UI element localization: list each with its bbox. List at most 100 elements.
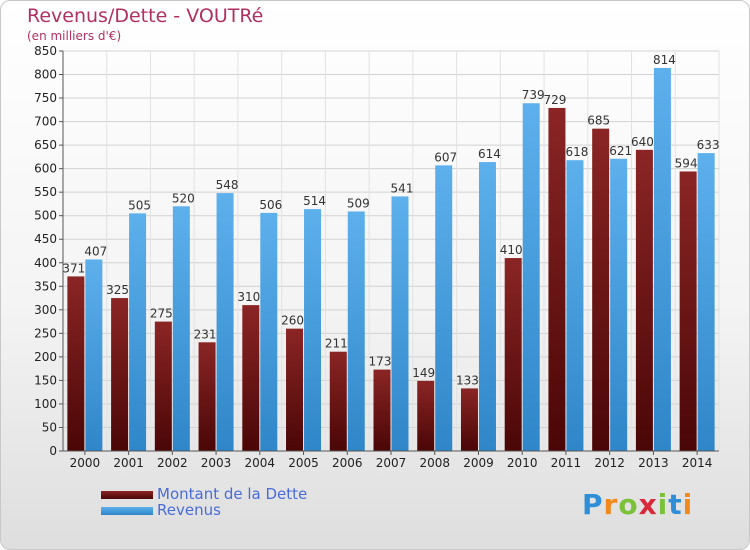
y-tick-label: 50 bbox=[42, 420, 57, 434]
data-label-revenue: 520 bbox=[172, 191, 195, 205]
x-tick-label: 2007 bbox=[376, 456, 407, 470]
logo-letter: i bbox=[657, 488, 669, 521]
y-tick-label: 550 bbox=[34, 185, 57, 199]
data-label-debt: 275 bbox=[150, 307, 173, 321]
legend-label-debt: Montant de la Dette bbox=[157, 485, 308, 503]
bar-revenue bbox=[172, 206, 190, 451]
data-label-revenue: 509 bbox=[347, 196, 370, 210]
data-label-debt: 260 bbox=[281, 314, 304, 328]
logo-letter: i bbox=[682, 488, 694, 521]
data-label-debt: 410 bbox=[500, 243, 523, 257]
x-tick-label: 2008 bbox=[419, 456, 450, 470]
bar-debt bbox=[373, 369, 391, 451]
bar-revenue bbox=[653, 67, 671, 452]
logo-letter: o bbox=[618, 488, 639, 521]
bar-debt bbox=[635, 149, 653, 451]
y-tick-label: 200 bbox=[34, 350, 57, 364]
data-label-debt: 211 bbox=[325, 337, 348, 351]
y-tick-label: 350 bbox=[34, 279, 57, 293]
y-tick-label: 100 bbox=[34, 397, 57, 411]
data-label-revenue: 621 bbox=[609, 144, 632, 158]
data-label-revenue: 607 bbox=[434, 150, 457, 164]
bar-debt bbox=[198, 342, 216, 451]
legend-label-revenue: Revenus bbox=[157, 501, 221, 519]
x-tick-label: 2011 bbox=[551, 456, 582, 470]
x-tick-label: 2009 bbox=[463, 456, 494, 470]
chart-subtitle: (en milliers d'€) bbox=[27, 29, 122, 43]
bar-revenue bbox=[347, 211, 365, 451]
bar-revenue bbox=[85, 259, 103, 451]
legend-swatch-revenue bbox=[101, 507, 153, 515]
bar-revenue bbox=[391, 196, 409, 451]
y-tick-label: 600 bbox=[34, 162, 57, 176]
data-label-debt: 685 bbox=[587, 114, 610, 128]
data-label-revenue: 514 bbox=[303, 194, 326, 208]
data-label-debt: 149 bbox=[412, 366, 435, 380]
logo-letter: t bbox=[668, 488, 683, 521]
bar-debt bbox=[286, 328, 304, 451]
logo-letter: P bbox=[582, 488, 604, 521]
data-label-revenue: 548 bbox=[216, 178, 239, 192]
bar-debt bbox=[592, 128, 610, 451]
x-tick-label: 2010 bbox=[507, 456, 538, 470]
chart-title: Revenus/Dette - VOUTRé bbox=[27, 5, 264, 27]
x-tick-label: 2001 bbox=[113, 456, 144, 470]
data-label-debt: 729 bbox=[543, 93, 566, 107]
y-tick-label: 750 bbox=[34, 91, 57, 105]
data-label-revenue: 633 bbox=[697, 138, 720, 152]
logo-letter: x bbox=[638, 488, 658, 521]
data-label-debt: 310 bbox=[237, 290, 260, 304]
logo-letter: r bbox=[603, 488, 619, 521]
bar-debt bbox=[504, 258, 522, 451]
data-label-revenue: 505 bbox=[128, 198, 151, 212]
bar-revenue bbox=[610, 158, 628, 451]
x-tick-label: 2002 bbox=[157, 456, 188, 470]
bar-revenue bbox=[129, 213, 147, 451]
y-tick-label: 800 bbox=[34, 68, 57, 82]
data-label-revenue: 739 bbox=[522, 88, 545, 102]
data-label-debt: 640 bbox=[631, 135, 654, 149]
data-label-revenue: 541 bbox=[391, 181, 414, 195]
y-tick-label: 700 bbox=[34, 115, 57, 129]
x-tick-label: 2000 bbox=[70, 456, 101, 470]
data-label-revenue: 506 bbox=[259, 198, 282, 212]
x-tick-label: 2006 bbox=[332, 456, 363, 470]
x-tick-label: 2013 bbox=[638, 456, 669, 470]
data-label-debt: 231 bbox=[194, 327, 217, 341]
bar-revenue bbox=[522, 103, 540, 451]
x-tick-label: 2003 bbox=[201, 456, 232, 470]
x-tick-label: 2004 bbox=[245, 456, 276, 470]
y-tick-label: 250 bbox=[34, 326, 57, 340]
data-label-revenue: 814 bbox=[653, 53, 676, 67]
bar-debt bbox=[460, 388, 478, 451]
y-tick-label: 400 bbox=[34, 256, 57, 270]
bar-debt bbox=[154, 321, 172, 451]
bar-debt bbox=[417, 380, 435, 451]
bar-debt bbox=[329, 351, 347, 451]
y-tick-label: 0 bbox=[49, 444, 57, 458]
data-label-debt: 173 bbox=[369, 355, 392, 369]
y-tick-label: 450 bbox=[34, 232, 57, 246]
data-label-revenue: 407 bbox=[84, 244, 107, 258]
bar-debt bbox=[548, 107, 566, 452]
bar-debt bbox=[679, 171, 697, 451]
bar-revenue bbox=[260, 212, 278, 451]
x-tick-label: 2014 bbox=[682, 456, 713, 470]
y-tick-label: 500 bbox=[34, 209, 57, 223]
data-label-revenue: 614 bbox=[478, 147, 501, 161]
bar-revenue bbox=[435, 165, 453, 451]
bar-debt bbox=[67, 276, 85, 451]
y-tick-label: 650 bbox=[34, 138, 57, 152]
bar-revenue bbox=[304, 209, 322, 451]
bar-debt bbox=[242, 305, 260, 451]
data-label-debt: 594 bbox=[675, 156, 698, 170]
data-label-debt: 325 bbox=[106, 283, 129, 297]
bar-debt bbox=[111, 298, 129, 451]
bar-revenue bbox=[478, 162, 496, 451]
data-label-debt: 133 bbox=[456, 373, 479, 387]
proxiti-logo: Proxiti bbox=[582, 488, 693, 521]
bar-revenue bbox=[216, 193, 234, 451]
y-tick-label: 300 bbox=[34, 303, 57, 317]
